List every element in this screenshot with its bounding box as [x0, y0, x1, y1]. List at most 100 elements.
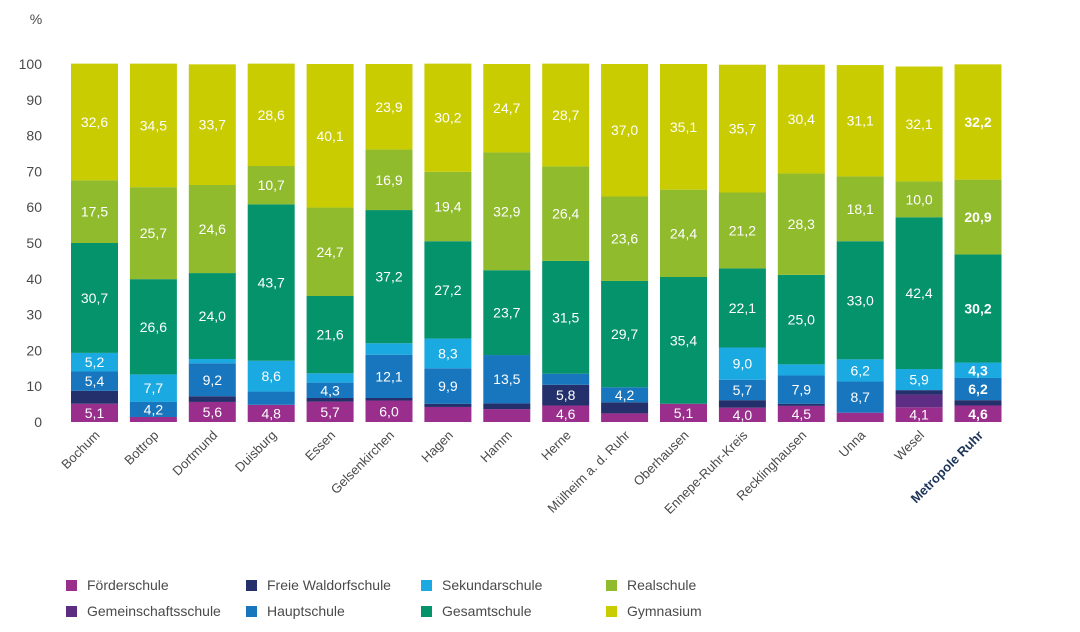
bar-segment — [777, 64, 825, 174]
bar-segment — [365, 149, 413, 211]
bar-segment — [306, 64, 354, 208]
bar-segment — [895, 66, 943, 182]
y-tick-label: 60 — [26, 199, 42, 215]
y-tick-label: 0 — [34, 414, 42, 430]
bar-segment — [365, 354, 413, 399]
data-label: 6,0 — [379, 403, 399, 419]
legend-swatch — [606, 579, 617, 591]
bar-segment — [601, 196, 649, 281]
bar-segment — [718, 379, 766, 401]
bar-segment — [306, 401, 354, 422]
bar-segment — [836, 65, 884, 177]
bar-segment — [601, 64, 649, 197]
data-label: 4,6 — [556, 406, 576, 422]
data-label: 9,9 — [438, 378, 458, 394]
bar-stack: 4,1 5,9 42,4 10,0 32,1 — [895, 66, 943, 423]
data-label: 30,2 — [964, 301, 991, 317]
bar-segment — [542, 384, 590, 406]
bar-segment — [424, 338, 472, 369]
y-tick-label: 90 — [26, 92, 42, 108]
data-label: 23,6 — [611, 231, 638, 247]
data-label: 30,2 — [434, 110, 461, 126]
data-label: 28,7 — [552, 107, 579, 123]
legend-label: Freie Waldorfschule — [267, 577, 391, 593]
data-label: 4,3 — [968, 362, 988, 378]
bar-segment — [601, 413, 649, 422]
bar-segment — [601, 280, 649, 388]
data-label: 33,7 — [199, 117, 226, 133]
data-label: 32,2 — [964, 114, 991, 130]
bar-segment — [660, 64, 707, 190]
legend-item: Gesamtschule — [421, 603, 531, 619]
bar-segment — [718, 400, 766, 408]
legend-item: Sekundarschule — [421, 577, 542, 593]
bar-segment — [836, 359, 884, 382]
y-axis: 0 10 20 30 40 50 60 70 80 90 100 — [19, 56, 43, 430]
data-label: 30,7 — [81, 290, 108, 306]
x-tick-label: Herne — [538, 428, 574, 464]
legend-item: Realschule — [606, 577, 696, 593]
data-label: 32,9 — [493, 203, 520, 219]
data-label: 6,2 — [968, 381, 988, 397]
data-label: 26,4 — [552, 206, 579, 222]
bar-segment — [129, 401, 177, 417]
bar-segment — [777, 375, 825, 404]
data-label: 8,3 — [438, 345, 458, 361]
data-label: 4,6 — [968, 406, 988, 422]
data-label: 19,4 — [434, 198, 461, 214]
y-tick-label: 10 — [26, 378, 42, 394]
x-tick-label: Oberhausen — [630, 428, 691, 489]
y-tick-label: 20 — [26, 342, 42, 358]
bar-segment — [483, 403, 531, 410]
bar-segment — [71, 180, 118, 243]
bar-stack: 4,6 5,8 31,5 26,4 28,7 — [542, 63, 590, 422]
data-label: 6,2 — [850, 362, 870, 378]
bar-segment — [777, 405, 825, 422]
bar-segment — [954, 64, 1002, 180]
data-label: 8,7 — [850, 389, 870, 405]
bar-segment — [954, 400, 1002, 406]
data-label: 5,7 — [320, 404, 340, 420]
x-tick-label: Bottrop — [121, 428, 161, 468]
data-label: 23,9 — [375, 99, 402, 115]
data-label: 25,7 — [140, 225, 167, 241]
bar-segment — [424, 63, 472, 172]
bar-segment — [483, 64, 531, 153]
bar-segment — [895, 407, 943, 422]
data-label: 24,4 — [670, 225, 697, 241]
x-tick-label: Hagen — [418, 428, 456, 466]
data-label: 4,1 — [909, 407, 929, 423]
data-label: 4,3 — [320, 382, 340, 398]
bar-stack: 4,2 7,7 26,6 25,7 34,5 — [129, 63, 177, 422]
x-tick-label: Unna — [836, 427, 869, 460]
bar-segment — [129, 187, 177, 280]
bar-segment — [188, 64, 236, 186]
bar-segment — [542, 260, 590, 374]
data-label: 28,3 — [788, 216, 815, 232]
bar-stack: 4,0 5,7 9,0 22,1 21,2 35,7 — [718, 64, 766, 423]
data-label: 23,7 — [493, 305, 520, 321]
data-label: 26,6 — [140, 319, 167, 335]
data-label: 4,0 — [733, 407, 753, 423]
bar-segment — [895, 394, 943, 408]
data-label: 5,6 — [203, 404, 223, 420]
data-label: 32,6 — [81, 114, 108, 130]
y-tick-label: 80 — [26, 128, 42, 144]
data-label: 9,0 — [733, 356, 753, 372]
bar-segment — [365, 343, 413, 355]
y-tick-label: 40 — [26, 271, 42, 287]
legend-label: Realschule — [627, 577, 697, 593]
bar-segment — [836, 412, 884, 422]
bar-segment — [424, 403, 472, 407]
bar-segment — [660, 403, 707, 422]
data-label: 24,7 — [493, 100, 520, 116]
legend-item: Hauptschule — [246, 603, 345, 619]
data-label: 4,2 — [144, 401, 164, 417]
data-label: 43,7 — [258, 275, 285, 291]
bar-segment — [129, 374, 177, 402]
bar-segment — [71, 390, 118, 404]
bar-segment — [483, 355, 531, 404]
bar-segment — [365, 398, 413, 401]
bar-segment — [306, 295, 354, 374]
legend-label: Gemeinschaftsschule — [87, 603, 221, 619]
